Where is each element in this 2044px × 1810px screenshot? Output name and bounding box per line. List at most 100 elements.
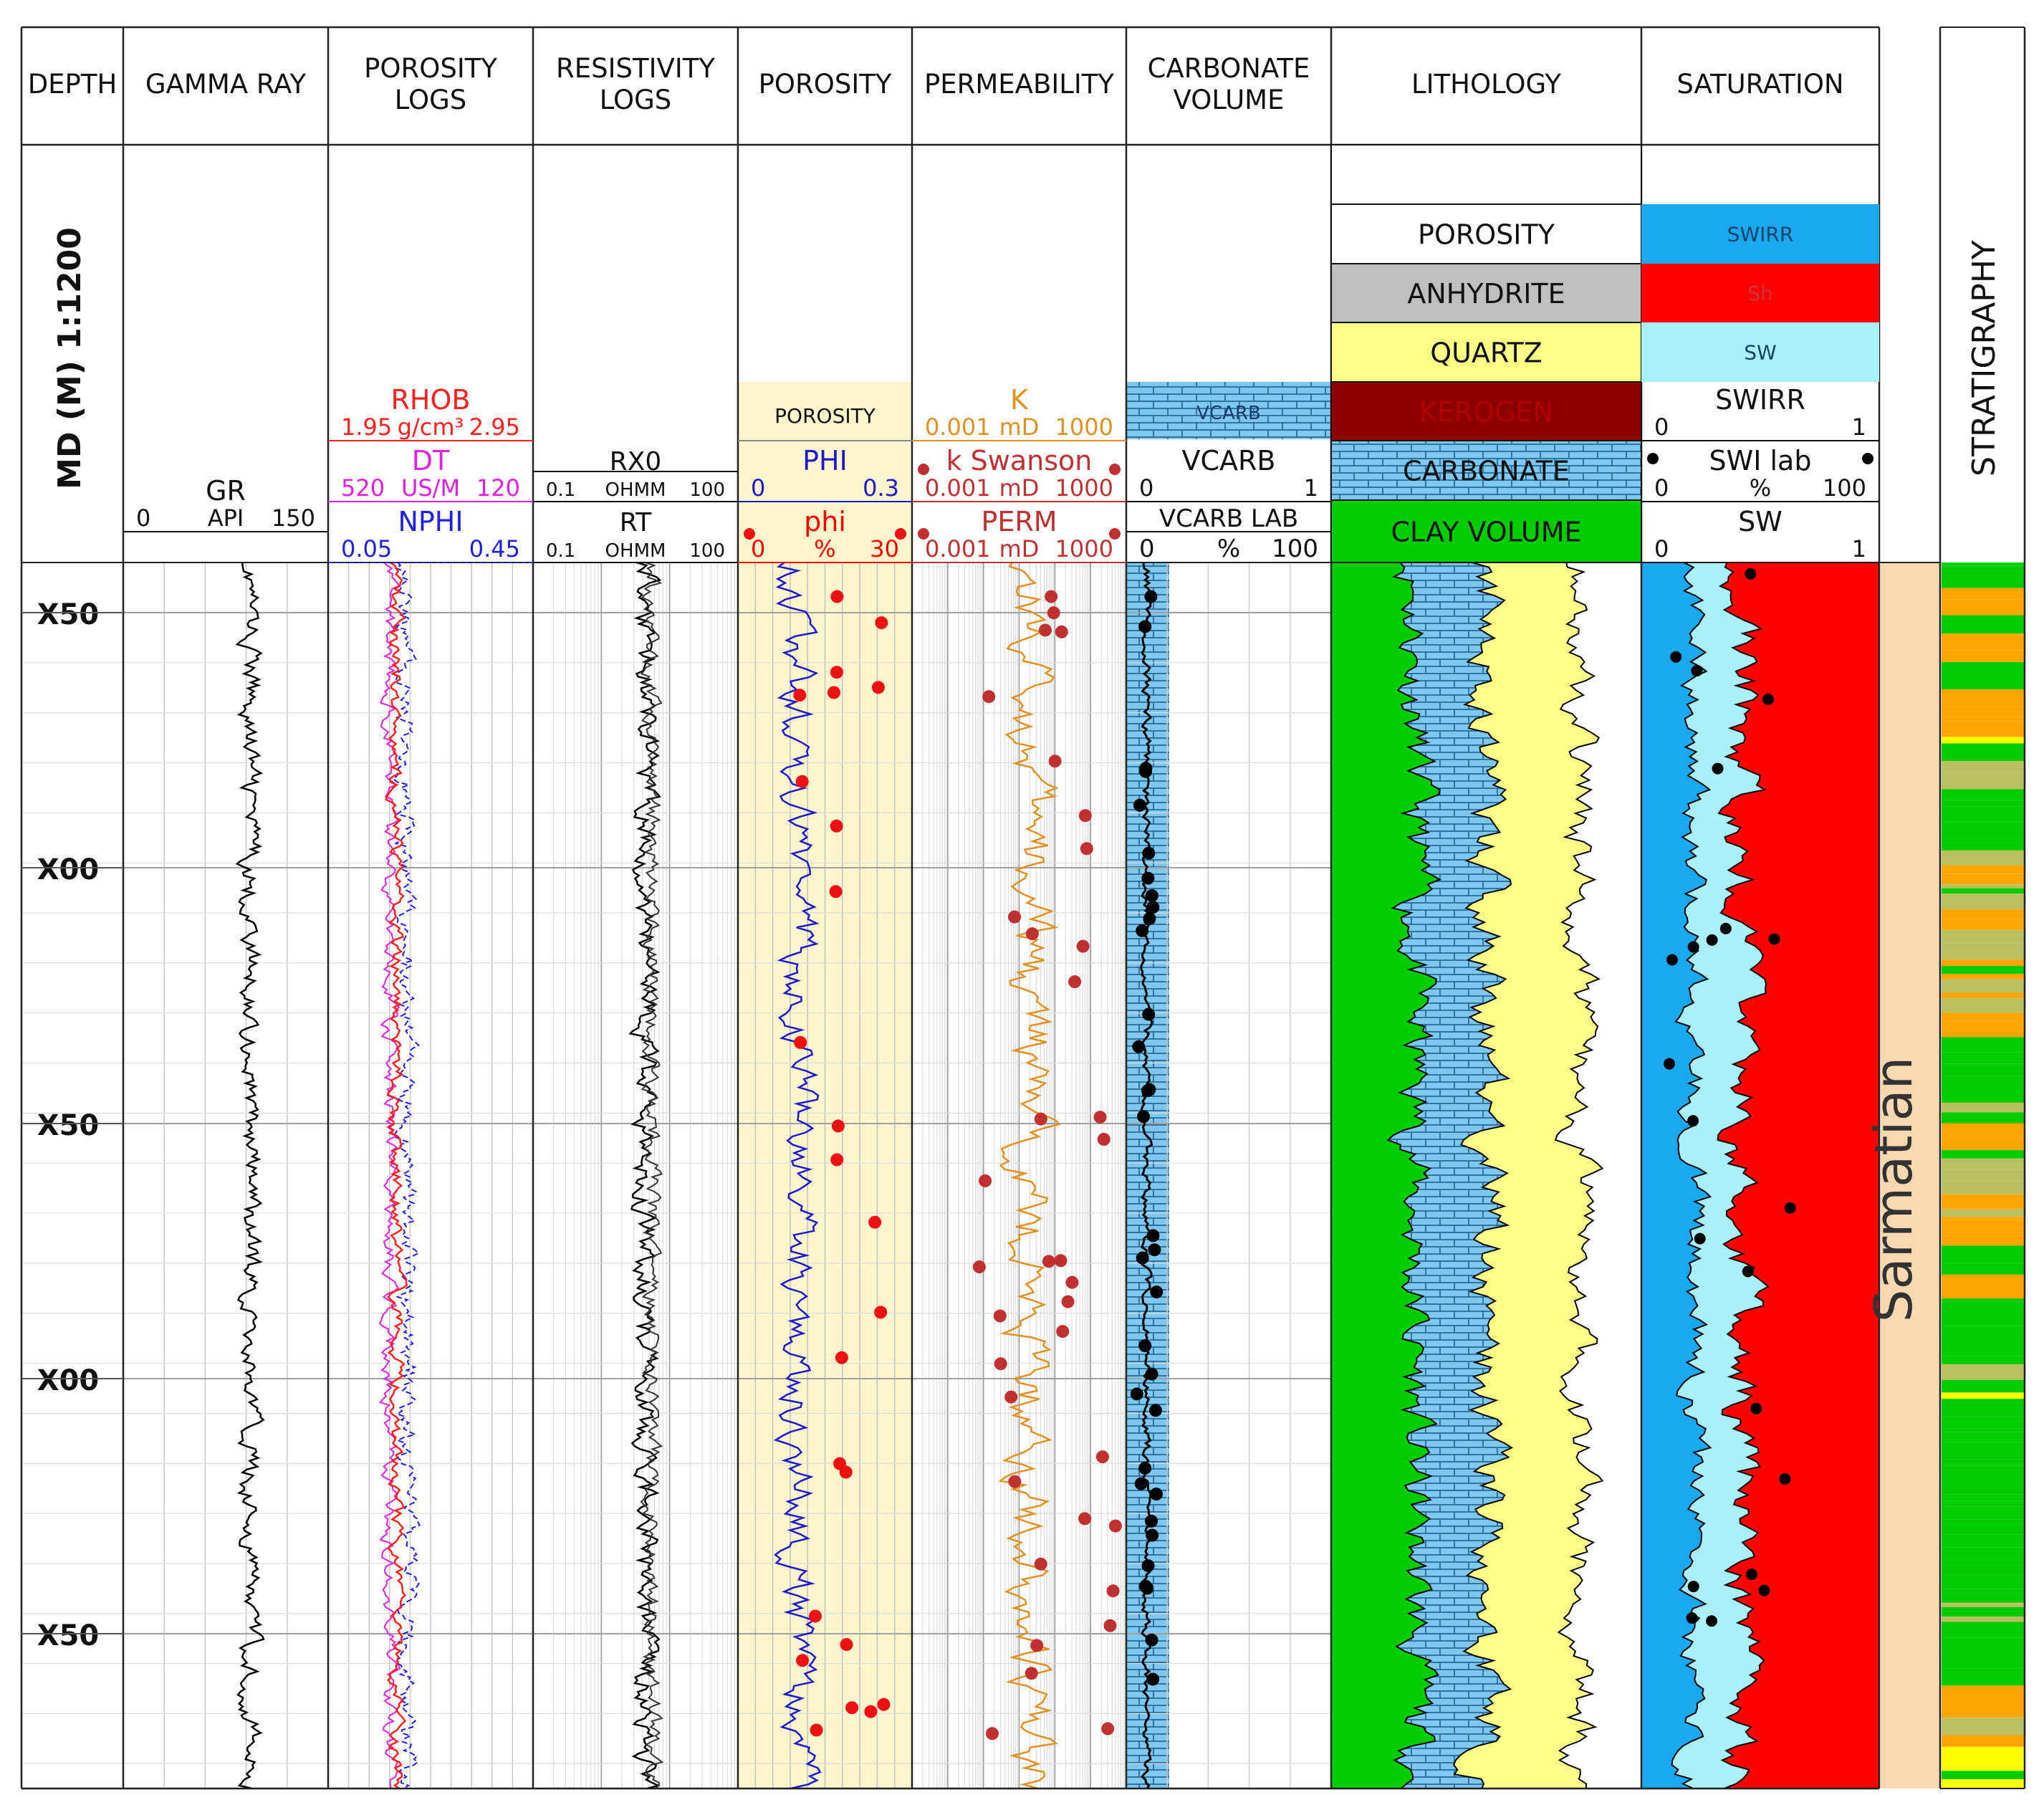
scale-max: 1000 xyxy=(1055,535,1113,562)
strat-band xyxy=(1942,1668,2025,1686)
swi-lab-point xyxy=(1706,934,1718,946)
vcarb-lab-point xyxy=(1145,889,1158,902)
scale-unit: API xyxy=(208,504,244,532)
strat-band xyxy=(1942,1432,2025,1442)
strat-band xyxy=(1942,1081,2025,1095)
strat-band xyxy=(1942,1356,2025,1364)
vcarb-lab-point xyxy=(1144,590,1158,603)
lith-legend-label: CARBONATE xyxy=(1403,456,1570,487)
scale-min: 0 xyxy=(1139,474,1153,502)
vcarb-lab-point xyxy=(1139,762,1153,775)
strat-band xyxy=(1942,873,2025,885)
phi-core-point xyxy=(793,689,807,702)
strat-band xyxy=(1942,565,2025,570)
swi-lab-point xyxy=(1768,933,1780,945)
lith-legend-label: ANHYDRITE xyxy=(1407,278,1565,310)
track-title: DEPTH xyxy=(28,69,117,100)
scale-unit: % xyxy=(1750,474,1771,502)
depth-tick-label: X00 xyxy=(37,1364,100,1397)
scale-min: 0.001 xyxy=(925,413,991,441)
sat-legend-label: SW xyxy=(1744,341,1776,365)
scale-min: 0 xyxy=(1654,413,1669,441)
strat-band xyxy=(1942,1771,2025,1780)
curve-name: RT xyxy=(620,508,652,537)
legend-dot xyxy=(895,528,906,540)
lith-legend-swatch xyxy=(1330,203,1642,264)
strat-band xyxy=(1942,888,2025,894)
strat-band xyxy=(1942,1442,2025,1460)
legend-dot xyxy=(918,464,929,475)
vcarb-lab-point xyxy=(1141,1581,1154,1595)
vcarb-lab-point xyxy=(1141,1559,1155,1573)
strat-band xyxy=(1942,1392,2025,1399)
strat-band xyxy=(1942,1622,2025,1638)
strat-band xyxy=(1942,942,2025,960)
perm-core-point xyxy=(1078,809,1092,823)
strat-band xyxy=(1942,1136,2025,1151)
curve-name: GR xyxy=(206,475,246,507)
strat-band xyxy=(1942,894,2025,910)
perm-core-point xyxy=(1068,975,1082,989)
scale-min: 0.1 xyxy=(546,540,575,562)
strat-band xyxy=(1942,1320,2025,1326)
strat-band xyxy=(1942,959,2025,967)
strat-band xyxy=(1942,1020,2025,1038)
perm-core-point xyxy=(1042,1255,1055,1268)
lith-legend-swatch xyxy=(1330,499,1642,563)
strat-band xyxy=(1942,838,2025,851)
strat-band xyxy=(1942,1472,2025,1490)
swi-lab-point xyxy=(1687,1115,1699,1127)
strat-band xyxy=(1942,884,2025,889)
strat-band xyxy=(1942,922,2025,930)
track-title: POROSITY xyxy=(364,53,497,84)
perm-core-point xyxy=(1025,1667,1038,1680)
track-title: SATURATION xyxy=(1676,69,1843,100)
track-title: LITHOLOGY xyxy=(1411,69,1561,100)
phi-core-point xyxy=(830,666,843,679)
strat-band xyxy=(1942,998,2025,1013)
strat-band xyxy=(1942,650,2025,662)
phi-core-point xyxy=(830,590,844,603)
strat-band xyxy=(1942,1094,2025,1103)
phi-core-point xyxy=(877,1698,891,1711)
strat-band xyxy=(1942,851,2025,866)
vcarb-lab-point xyxy=(1146,901,1160,914)
scale-min: 0 xyxy=(751,474,765,502)
scale-max: 1000 xyxy=(1055,474,1113,502)
strat-band xyxy=(1942,615,2025,634)
strat-band xyxy=(1942,1037,2025,1053)
vcarb-lab-name: VCARB LAB xyxy=(1159,504,1298,533)
swi-lab-point xyxy=(1779,1473,1791,1485)
perm-core-point xyxy=(1065,1275,1079,1289)
perm-core-point xyxy=(1108,1519,1122,1533)
scale-max: 1000 xyxy=(1055,413,1113,441)
strat-band xyxy=(1942,707,2025,717)
vcarb-lab-point xyxy=(1146,1672,1160,1686)
strat-band xyxy=(1942,1637,2025,1655)
strat-band xyxy=(1942,633,2025,651)
rhob-curve xyxy=(384,561,408,1790)
phi-core-point xyxy=(796,1654,810,1667)
swi-lab-point xyxy=(1784,1202,1796,1214)
scale-max: 0.3 xyxy=(863,474,899,502)
curve-name: PERM xyxy=(981,506,1057,537)
track-title: RESISTIVITY xyxy=(556,53,715,84)
scale-unit: mD xyxy=(999,474,1040,502)
perm-core-point xyxy=(985,1727,999,1740)
scale-unit: US/M xyxy=(401,474,460,502)
vcarb-lab-point xyxy=(1145,1367,1158,1381)
vcarb-lab-point xyxy=(1141,871,1155,885)
strat-band xyxy=(1942,1169,2025,1182)
curve-name: NPHI xyxy=(398,506,463,537)
strat-band xyxy=(1942,1689,2025,1705)
swi-lab-point xyxy=(1742,1265,1754,1278)
strat-band xyxy=(1942,1274,2025,1281)
scale-min: 0.001 xyxy=(925,474,991,502)
strat-band xyxy=(1942,562,2025,566)
scale-max: 100 xyxy=(1272,535,1318,563)
curve-name: k Swanson xyxy=(946,445,1093,477)
vcarb-lab-point xyxy=(1145,1633,1158,1647)
lith-legend-swatch xyxy=(1330,440,1642,501)
strat-band xyxy=(1942,1209,2025,1217)
swi-lab-point xyxy=(1666,954,1679,966)
